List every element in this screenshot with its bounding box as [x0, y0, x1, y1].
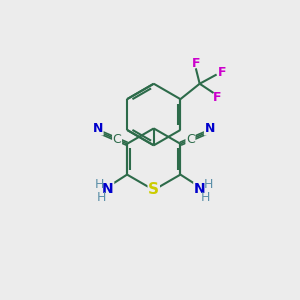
Text: C: C: [186, 134, 195, 146]
Text: N: N: [93, 122, 103, 135]
Text: H: H: [201, 191, 211, 204]
Text: N: N: [102, 182, 114, 196]
Text: H: H: [95, 178, 104, 191]
Text: H: H: [97, 191, 106, 204]
Text: H: H: [203, 178, 213, 191]
Text: F: F: [213, 91, 222, 104]
Text: F: F: [192, 57, 200, 70]
Text: N: N: [205, 122, 215, 135]
Text: F: F: [218, 66, 226, 79]
Text: C: C: [113, 134, 122, 146]
Text: N: N: [194, 182, 206, 196]
Text: S: S: [148, 182, 159, 197]
